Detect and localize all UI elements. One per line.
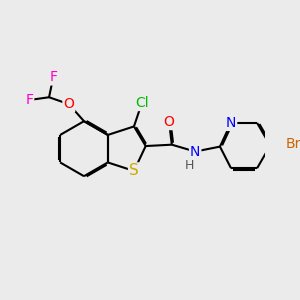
Text: F: F bbox=[25, 93, 33, 107]
Text: O: O bbox=[63, 97, 74, 111]
Text: Br: Br bbox=[286, 137, 300, 151]
Text: H: H bbox=[185, 159, 194, 172]
Text: O: O bbox=[164, 115, 175, 129]
Text: S: S bbox=[129, 164, 139, 178]
Text: F: F bbox=[49, 70, 57, 84]
Text: N: N bbox=[190, 145, 200, 159]
Text: N: N bbox=[226, 116, 236, 130]
Text: Cl: Cl bbox=[135, 96, 148, 110]
